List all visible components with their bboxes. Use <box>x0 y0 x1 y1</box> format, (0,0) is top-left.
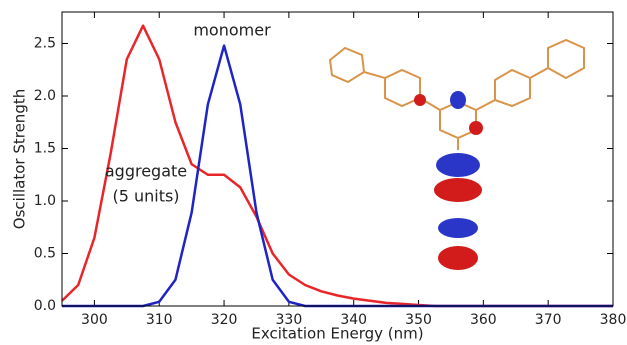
annotation: monomer <box>193 21 271 40</box>
y-tick-label: 1.0 <box>34 193 56 209</box>
y-tick-label: 0.0 <box>34 298 56 314</box>
annotation: (5 units) <box>112 187 179 206</box>
x-tick-label: 380 <box>600 312 627 328</box>
annotation: aggregate <box>105 162 187 181</box>
y-tick-label: 2.5 <box>34 36 56 52</box>
x-tick-label: 300 <box>81 312 108 328</box>
x-tick-label: 370 <box>535 312 562 328</box>
chart: 0.00.51.01.52.02.53003103203303403503603… <box>0 0 627 345</box>
x-tick-label: 320 <box>211 312 238 328</box>
y-tick-label: 2.0 <box>34 88 56 104</box>
y-axis-label: Oscillator Strength <box>11 89 29 229</box>
molecule-image <box>330 40 584 270</box>
x-tick-label: 360 <box>470 312 497 328</box>
y-tick-label: 0.5 <box>34 246 56 262</box>
plot-frame <box>62 12 613 306</box>
x-axis-label: Excitation Energy (nm) <box>251 325 423 343</box>
x-tick-label: 310 <box>146 312 173 328</box>
y-tick-label: 1.5 <box>34 141 56 157</box>
